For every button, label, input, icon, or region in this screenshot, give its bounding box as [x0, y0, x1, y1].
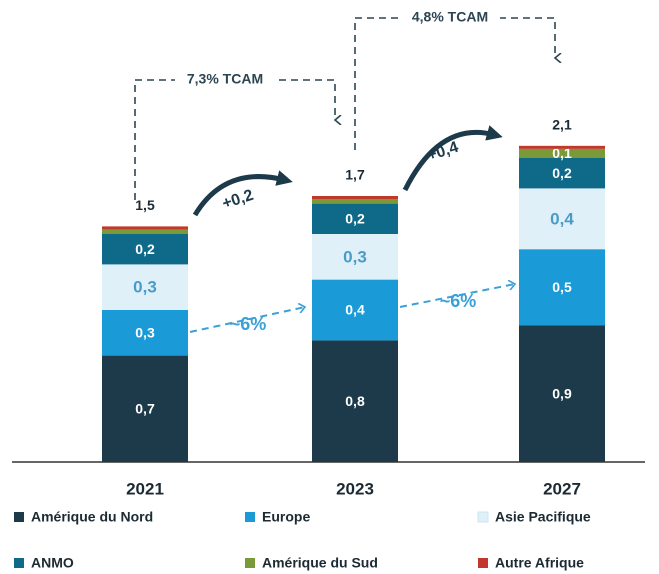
bar-segment	[102, 234, 188, 265]
bar-segment	[312, 234, 398, 280]
legend-label: Asie Pacifique	[495, 509, 591, 525]
total-label: 2,1	[552, 117, 572, 133]
bar-segment	[312, 196, 398, 200]
legend-swatch	[14, 558, 24, 568]
bar-segment	[102, 229, 188, 234]
legend-label: ANMO	[31, 555, 74, 571]
x-tick-label: 2021	[126, 479, 164, 498]
value-label: 0,7	[135, 401, 155, 417]
value-label: 0,2	[552, 165, 572, 181]
bar-segment	[102, 264, 188, 310]
bar-segment	[312, 199, 398, 204]
growth-arrow	[189, 307, 305, 333]
x-tick-label: 2027	[543, 479, 581, 498]
value-label: 0,3	[133, 278, 157, 297]
value-label: 0,3	[135, 325, 155, 341]
annotation: ~6%	[230, 314, 267, 334]
bar-segment	[519, 148, 605, 158]
annotation: ~6%	[440, 291, 477, 311]
value-label: 0,2	[135, 241, 155, 257]
value-label: 0,3	[343, 247, 367, 266]
tcam-connector	[354, 17, 555, 150]
growth-arrow	[399, 284, 515, 308]
value-label: 0,8	[345, 393, 365, 409]
bar-segment	[519, 325, 605, 462]
label-bg	[175, 70, 275, 90]
legend-label: Europe	[262, 509, 310, 525]
value-label: 0,1	[552, 145, 572, 161]
legend-label: Amérique du Sud	[262, 555, 378, 571]
bar-segment	[312, 279, 398, 341]
total-label: 1,7	[345, 167, 365, 183]
legend-swatch	[245, 558, 255, 568]
bar-segment	[312, 340, 398, 462]
value-label: 0,4	[345, 302, 365, 318]
growth-arrow	[192, 170, 293, 217]
annotation: 4,8% TCAM	[412, 9, 488, 25]
bar-segment	[519, 145, 605, 149]
legend-swatch	[477, 511, 489, 523]
legend-label: Autre Afrique	[495, 555, 584, 571]
value-label: 0,5	[552, 279, 572, 295]
bar-segment	[519, 249, 605, 326]
legend-swatch	[245, 512, 255, 522]
bar-segment	[519, 188, 605, 250]
legend-swatch	[14, 512, 24, 522]
bar-segment	[312, 203, 398, 234]
annotation: +0,2	[220, 187, 255, 213]
bar-segment	[102, 226, 188, 230]
annotation: 7,3% TCAM	[187, 71, 263, 87]
legend-label: Amérique du Nord	[31, 509, 153, 525]
value-label: 0,9	[552, 385, 572, 401]
value-label: 0,2	[345, 211, 365, 227]
value-label: 0,4	[550, 209, 574, 228]
annotation: +0,4	[425, 139, 460, 165]
x-tick-label: 2023	[336, 479, 374, 498]
total-label: 1,5	[135, 197, 155, 213]
bar-segment	[102, 355, 188, 462]
legend-swatch	[478, 558, 488, 568]
label-bg	[400, 8, 500, 28]
growth-arrow	[402, 125, 503, 192]
bar-segment	[102, 310, 188, 356]
bar-segment	[519, 158, 605, 189]
